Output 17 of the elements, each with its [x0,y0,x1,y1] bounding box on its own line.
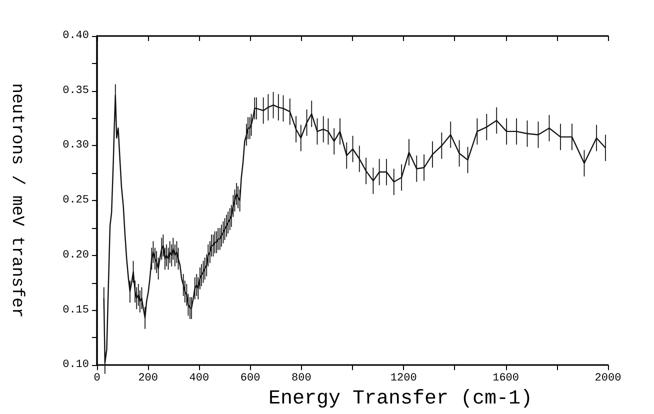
y-tick-label: 0.15 [62,304,89,316]
x-tick-label: 1200 [390,372,417,385]
x-tick-label: 800 [291,372,312,385]
x-tick-label: 200 [138,372,158,385]
x-tick-label: 1600 [492,372,520,385]
y-tick-label: 0.30 [62,140,89,152]
x-tick-label: 0 [94,372,100,385]
y-tick-label: 0.10 [62,359,89,372]
x-tick-label: 600 [240,372,260,385]
y-axis-title: neutrons / meV transfer [7,83,26,318]
y-tick-label: 0.40 [62,30,89,42]
y-tick-label: 0.25 [62,194,89,207]
x-axis-title: Energy Transfer (cm-1) [268,388,533,410]
y-tick-label: 0.35 [62,84,89,97]
x-tick-label: 2000 [594,372,622,385]
y-tick-label: 0.20 [62,249,89,262]
x-tick-label: 400 [189,372,210,385]
